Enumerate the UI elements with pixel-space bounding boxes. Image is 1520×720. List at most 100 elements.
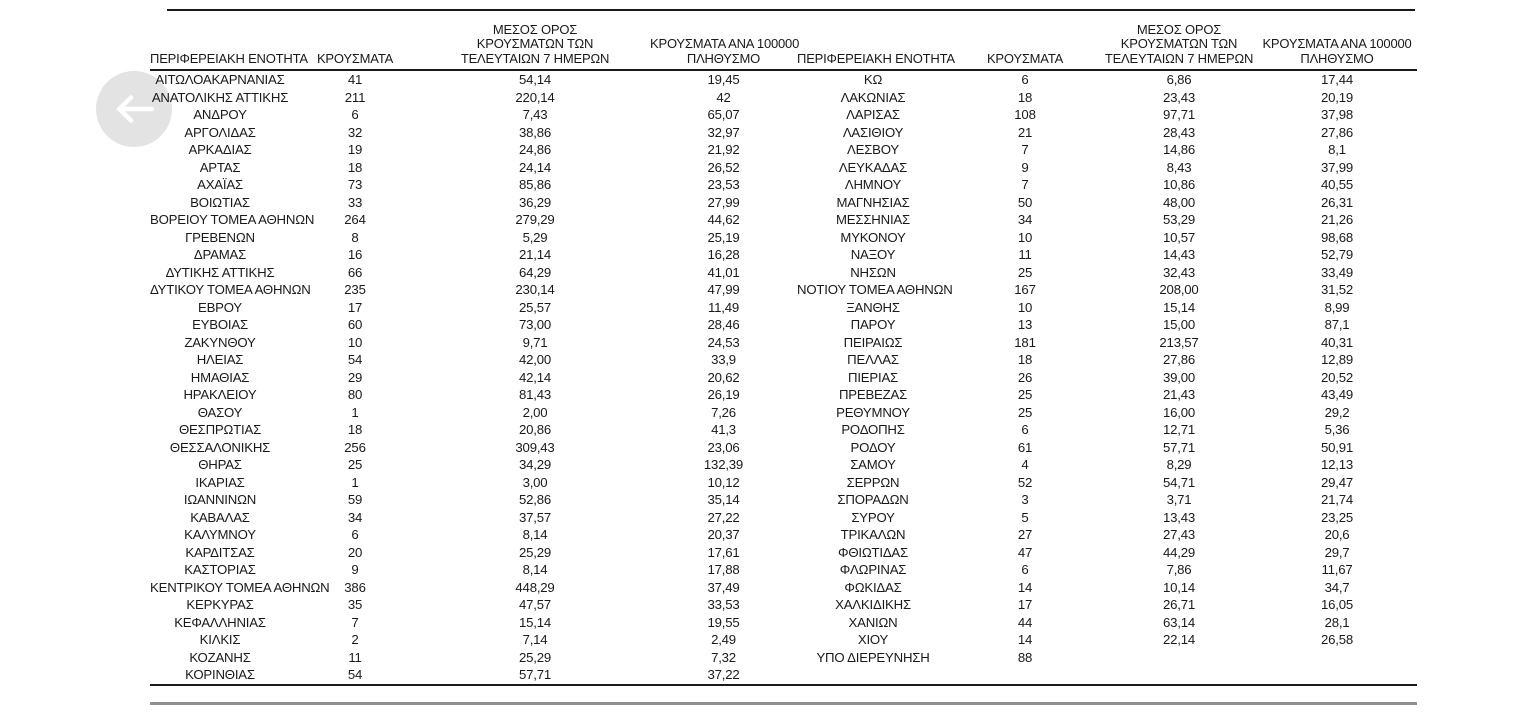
avg7-cell-left: 279,29 [515,212,555,227]
per100k-cell-left: 26,19 [707,387,740,402]
region-name-cell-right: ΤΡΙΚΑΛΩΝ [840,527,906,542]
region-name-cell-left: ΗΜΑΘΙΑΣ [190,369,250,385]
avg7-cell-right: 12,71 [1162,422,1195,437]
cases-cell-left: 211 [344,89,366,105]
per100k-cell-right: 26,58 [1320,632,1353,647]
avg7-cell-left: 42,00 [518,352,551,367]
avg7-cell-left: 25,57 [518,299,551,315]
region-name-cell-left: ΚΟΖΑΝΗΣ [189,649,251,665]
table-row: ΗΡΑΚΛΕΙΟΥ 80 81,43 26,19 ΠΡΕΒΕΖΑΣ 25 21,43 43,4… [150,386,1417,404]
cases-cell-right: 47 [1017,544,1033,560]
region-name-cell-left: ΘΕΣΣΑΛΟΝΙΚΗΣ [169,439,271,455]
avg7-cell-left: 64,29 [518,264,551,280]
region-name-cell-right: ΦΘΙΩΤΙΔΑΣ [838,544,908,560]
cases-cell-left: 20 [347,544,363,560]
region-name-cell-right: ΝΑΞΟΥ [850,247,896,262]
header-region-left: ΠΕΡΙΦΕΡΕΙΑΚΗ ΕΝΟΤΗΤΑ [150,11,308,71]
per100k-cell-left: 16,28 [707,247,740,262]
cases-cell-right: 167 [1014,282,1036,297]
per100k-cell-left: 35,14 [707,492,740,507]
cases-cell-left: 32 [347,124,363,140]
per100k-cell-right [1257,666,1417,686]
cases-cell-left: 16 [347,247,363,262]
avg7-cell-left: 25,29 [518,544,551,560]
per100k-cell-right: 27,86 [1320,124,1353,140]
avg7-cell-right [1101,649,1257,667]
table-row: ΑΡΚΑΔΙΑΣ 19 24,86 21,92 ΛΕΣΒΟΥ 7 14,86 8,1 [150,141,1417,159]
avg7-cell-right: 22,14 [1162,632,1195,647]
table-row: ΚΑΣΤΟΡΙΑΣ 9 8,14 17,88 ΦΛΩΡΙΝΑΣ 6 7,86 11,67 [150,561,1417,579]
cases-cell-left: 8 [351,229,359,245]
cases-table-container: ΠΕΡΙΦΕΡΕΙΑΚΗ ΕΝΟΤΗΤΑ ΚΡΟΥΣΜΑΤΑ ΜΕΣΟΣ ΟΡΟ… [150,9,1417,705]
region-name-cell-left: ΚΑΒΑΛΑΣ [190,509,250,525]
avg7-cell-left: 220,14 [515,89,555,105]
per100k-cell-left: 23,06 [707,439,740,455]
region-name-cell-right: ΧΑΛΚΙΔΙΚΗΣ [835,597,911,612]
per100k-cell-right: 31,52 [1320,282,1353,297]
cases-cell-right: 88 [1017,649,1033,665]
region-name-cell-right: ΠΡΕΒΕΖΑΣ [838,387,908,402]
avg7-cell-left: 230,14 [515,282,555,297]
header-per100k-left: ΚΡΟΥΣΜΑΤΑ ΑΝΑ 100000 ΠΛΗΘΥΣΜΟ [650,11,799,71]
per100k-cell-right: 21,74 [1320,492,1353,507]
avg7-cell-left: 42,14 [518,369,551,385]
per100k-cell-left: 10,12 [707,474,740,490]
cases-cell-left: 235 [344,282,366,297]
region-name-cell-left: ΗΡΑΚΛΕΙΟΥ [183,387,257,402]
avg7-cell-right: 97,71 [1162,107,1195,122]
avg7-cell-right: 57,71 [1162,439,1195,455]
header-per100k-right: ΚΡΟΥΣΜΑΤΑ ΑΝΑ 100000 ΠΛΗΘΥΣΜΟ [1257,11,1417,71]
region-name-cell-right: ΧΑΝΙΩΝ [848,614,898,630]
header-avg7-left: ΜΕΣΟΣ ΟΡΟΣ ΚΡΟΥΣΜΑΤΩΝ ΤΩΝ ΤΕΛΕΥΤΑΙΩΝ 7 Η… [420,11,650,71]
region-name-cell-left: ΘΑΣΟΥ [197,404,243,420]
region-name-cell-right: ΜΕΣΣΗΝΙΑΣ [836,212,910,227]
cases-cell-right: 17 [1017,597,1033,612]
cases-cell-right: 25 [1017,404,1033,420]
avg7-cell-right: 39,00 [1162,369,1195,385]
cases-cell-right: 25 [1017,264,1033,280]
cases-cell-left: 41 [347,72,363,87]
avg7-cell-right: 16,00 [1162,404,1195,420]
per100k-cell-right: 16,05 [1320,597,1353,612]
cases-cell-left: 6 [351,527,359,542]
table-row: ΚΙΛΚΙΣ 2 7,14 2,49 ΧΙΟΥ 14 22,14 26,58 [150,631,1417,649]
avg7-cell-left: 37,57 [518,509,551,525]
avg7-cell-left: 73,00 [518,317,551,332]
avg7-cell-right: 53,29 [1162,212,1195,227]
per100k-cell-right: 8,1 [1328,142,1346,157]
avg7-cell-right: 14,43 [1162,247,1195,262]
region-name-cell-right: ΣΑΜΟΥ [850,457,896,472]
per100k-cell-left: 42 [716,89,731,105]
avg7-cell-right: 3,71 [1166,492,1192,507]
region-name-cell-right: ΡΕΘΥΜΝΟΥ [836,404,910,420]
per100k-cell-left: 37,22 [650,666,797,686]
table-row: ΚΕΦΑΛΛΗΝΙΑΣ 7 15,14 19,55 ΧΑΝΙΩΝ 44 63,14 28,1 [150,614,1417,632]
back-arrow-icon [112,93,156,125]
avg7-cell-left: 7,14 [522,632,548,647]
per100k-cell-right: 33,49 [1320,264,1353,280]
avg7-cell-left: 448,29 [515,579,555,595]
table-top-border [167,9,1415,11]
per100k-cell-right: 5,36 [1324,422,1350,437]
back-button[interactable] [96,71,172,147]
avg7-cell-left: 54,14 [518,72,551,87]
avg7-cell-right: 44,29 [1162,544,1195,560]
region-name-cell-right: ΣΕΡΡΩΝ [846,474,900,490]
table-row: ΕΥΒΟΙΑΣ 60 73,00 28,46 ΠΑΡΟΥ 13 15,00 87,1 [150,316,1417,334]
cases-cell-left: 1 [351,404,359,420]
per100k-cell-right: 43,49 [1320,387,1353,402]
avg7-cell-left: 7,43 [522,107,548,122]
per100k-cell-right: 20,6 [1324,527,1350,542]
avg7-cell-right: 14,86 [1162,142,1195,157]
table-row: ΘΗΡΑΣ 25 34,29 132,39 ΣΑΜΟΥ 4 8,29 12,13 [150,456,1417,474]
cases-cell-left: 386 [344,579,366,595]
per100k-cell-left: 65,07 [707,107,740,122]
cases-cell-right: 52 [1017,474,1033,490]
region-name-cell-left: ΑΧΑΪΑΣ [197,177,243,192]
header-region-right: ΠΕΡΙΦΕΡΕΙΑΚΗ ΕΝΟΤΗΤΑ [797,11,955,71]
region-name-cell-right: ΝΗΣΩΝ [850,264,896,280]
per100k-cell-left: 17,88 [707,562,740,577]
cases-cell-left: 18 [347,159,363,175]
cases-cell-right: 14 [1017,579,1033,595]
